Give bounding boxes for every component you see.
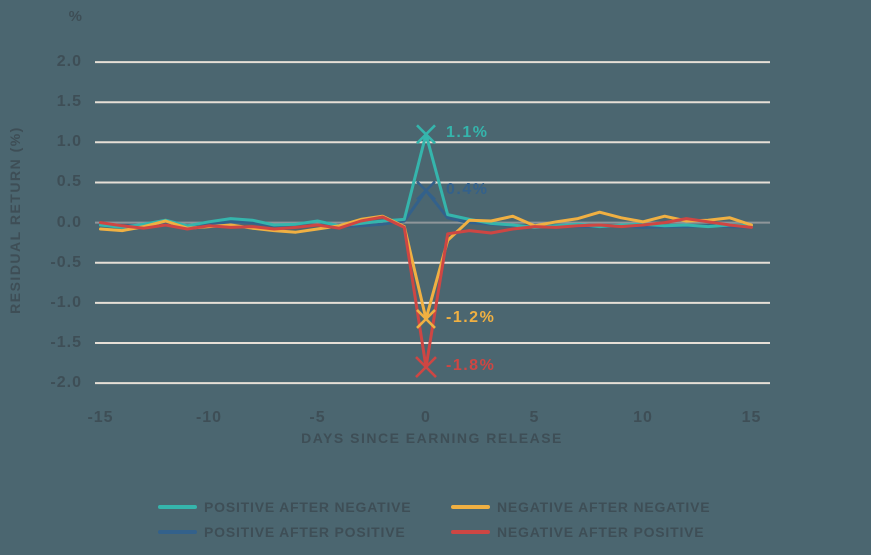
y-tick-label: -1.0 bbox=[50, 293, 82, 311]
y-tick-label: 1.0 bbox=[56, 133, 82, 151]
y-tick-label: -0.5 bbox=[50, 253, 82, 271]
legend-item-positive-after-positive: POSITIVE AFTER POSITIVE bbox=[158, 523, 451, 541]
peak-marker-positive-after-positive bbox=[416, 180, 436, 201]
peak-label-negative-after-positive: -1.8% bbox=[446, 357, 496, 375]
x-tick-label: -15 bbox=[87, 409, 114, 426]
x-tick-label: 0 bbox=[421, 409, 431, 426]
peak-marker-negative-after-positive bbox=[415, 356, 437, 378]
y-axis-unit-label: % bbox=[68, 8, 82, 25]
legend-item-negative-after-negative: NEGATIVE AFTER NEGATIVE bbox=[451, 498, 710, 516]
peak-label-negative-after-negative: -1.2% bbox=[446, 308, 496, 326]
x-tick-label: 10 bbox=[633, 409, 653, 426]
x-axis-title: DAYS SINCE EARNING RELEASE bbox=[301, 430, 563, 446]
legend-item-negative-after-positive: NEGATIVE AFTER POSITIVE bbox=[451, 523, 710, 541]
y-tick-label: -1.5 bbox=[50, 333, 82, 351]
y-tick-label: -2.0 bbox=[50, 374, 82, 392]
peak-marker-negative-after-negative bbox=[416, 308, 436, 329]
peak-label-positive-after-positive: 0.4% bbox=[446, 180, 489, 198]
legend-item-positive-after-negative: POSITIVE AFTER NEGATIVE bbox=[158, 498, 451, 516]
legend-label: NEGATIVE AFTER POSITIVE bbox=[497, 524, 705, 540]
legend-label: POSITIVE AFTER POSITIVE bbox=[204, 524, 406, 540]
y-tick-label: 0.0 bbox=[56, 213, 82, 231]
y-tick-label: 1.5 bbox=[56, 93, 82, 111]
peak-label-positive-after-negative: 1.1% bbox=[446, 124, 489, 142]
x-tick-label: 5 bbox=[529, 409, 540, 426]
legend-swatch-teal bbox=[158, 505, 197, 509]
x-tick-label: 15 bbox=[741, 409, 762, 426]
series-line-positive-after-negative bbox=[99, 132, 753, 229]
legend-swatch-blue bbox=[158, 530, 197, 534]
series-line-negative-after-positive bbox=[99, 215, 753, 369]
x-tick-label: -5 bbox=[309, 409, 326, 426]
y-tick-label: 0.5 bbox=[56, 173, 82, 191]
peak-marker-positive-after-negative bbox=[416, 124, 436, 145]
legend-label: NEGATIVE AFTER NEGATIVE bbox=[497, 499, 711, 515]
legend-label: POSITIVE AFTER NEGATIVE bbox=[204, 499, 412, 515]
y-tick-label: 2.0 bbox=[56, 53, 82, 71]
x-tick-label: -10 bbox=[195, 409, 223, 426]
legend: POSITIVE AFTER NEGATIVE NEGATIVE AFTER N… bbox=[158, 498, 710, 541]
legend-swatch-red bbox=[451, 530, 490, 534]
y-axis-title: RESIDUAL RETURN (%) bbox=[7, 126, 23, 314]
legend-swatch-yellow bbox=[451, 505, 490, 509]
